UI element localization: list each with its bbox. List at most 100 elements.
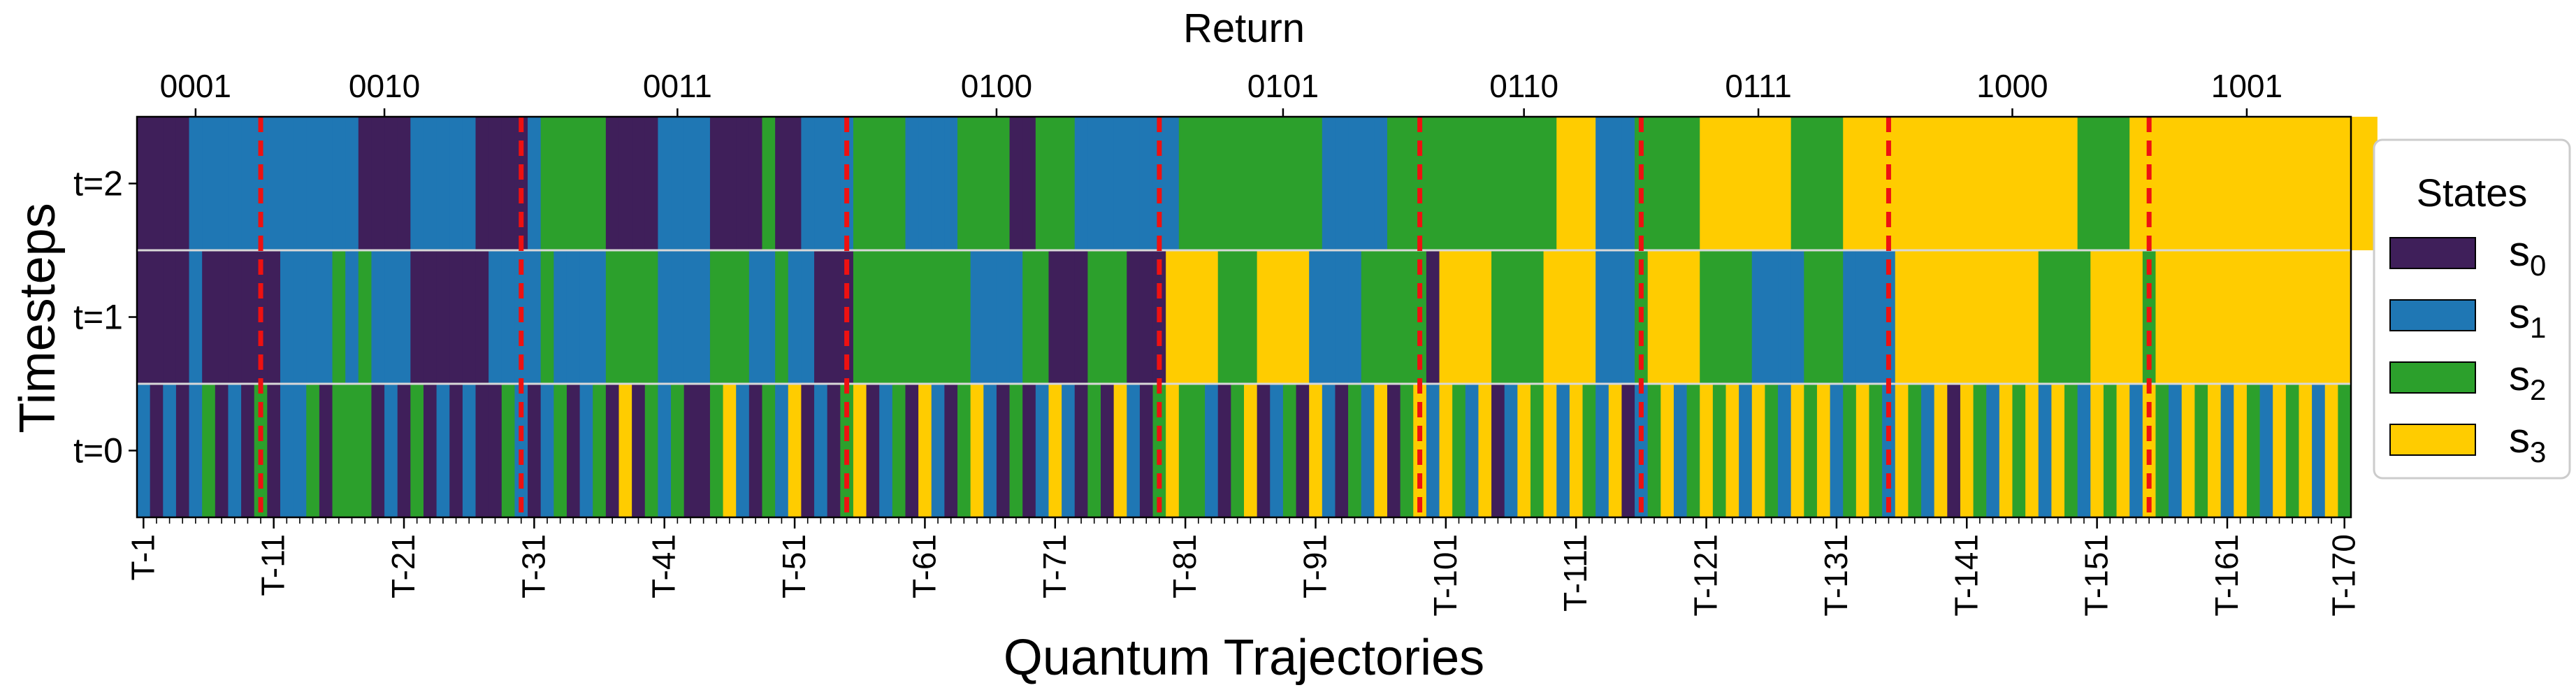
cell-t=0-T138 — [1921, 384, 1935, 517]
cell-t=0-T52 — [801, 384, 815, 517]
cell-t=2-T74 — [1087, 117, 1101, 250]
cell-t=0-T39 — [632, 384, 646, 517]
cell-t=2-T151 — [2090, 117, 2104, 250]
cell-t=0-T114 — [1608, 384, 1623, 517]
cell-t=2-T9 — [241, 117, 255, 250]
cell-t=2-T145 — [2012, 117, 2026, 250]
cell-t=0-T152 — [2103, 384, 2118, 517]
cell-t=1-T22 — [410, 250, 424, 384]
cell-t=2-T139 — [1934, 117, 1948, 250]
cell-t=2-T86 — [1244, 117, 1258, 250]
cell-t=1-T119 — [1673, 250, 1688, 384]
cell-t=0-T84 — [1217, 384, 1231, 517]
cell-t=1-T86 — [1244, 250, 1258, 384]
cell-t=2-T64 — [957, 117, 971, 250]
cell-t=1-T148 — [2051, 250, 2065, 384]
cell-t=1-T35 — [579, 250, 593, 384]
cell-t=2-T135 — [1882, 117, 1896, 250]
cell-t=0-T33 — [553, 384, 567, 517]
cell-t=1-T64 — [957, 250, 971, 384]
cell-t=2-T155 — [2142, 117, 2157, 250]
cell-t=1-T121 — [1700, 250, 1714, 384]
cell-t=2-T37 — [605, 117, 620, 250]
cell-t=1-T149 — [2064, 250, 2078, 384]
cell-t=1-T57 — [866, 250, 880, 384]
cell-t=2-T78 — [1139, 117, 1154, 250]
return-tick-label: 0010 — [349, 68, 420, 104]
cell-t=2-T89 — [1282, 117, 1297, 250]
cell-t=2-T131 — [1830, 117, 1844, 250]
cell-t=1-T92 — [1322, 250, 1336, 384]
legend-swatch-s2 — [2389, 361, 2476, 394]
cell-t=1-T45 — [709, 250, 724, 384]
cell-t=0-T60 — [905, 384, 919, 517]
cell-t=0-T118 — [1660, 384, 1674, 517]
cell-t=0-T97 — [1387, 384, 1401, 517]
cell-t=1-T26 — [462, 250, 477, 384]
cell-t=2-T7 — [215, 117, 229, 250]
cell-t=2-T71 — [1048, 117, 1062, 250]
cell-t=1-T124 — [1739, 250, 1753, 384]
cell-t=0-T32 — [540, 384, 554, 517]
cell-t=1-T153 — [2116, 250, 2130, 384]
cell-t=2-T55 — [840, 117, 854, 250]
cell-t=2-T53 — [814, 117, 828, 250]
cell-t=2-T3 — [163, 117, 177, 250]
cell-t=2-T65 — [970, 117, 984, 250]
cell-t=1-T51 — [788, 250, 802, 384]
cell-t=1-T77 — [1127, 250, 1141, 384]
x-tick-label: T-51 — [776, 534, 812, 598]
cell-t=0-T93 — [1335, 384, 1349, 517]
cell-t=2-T103 — [1465, 117, 1479, 250]
cell-t=1-T17 — [345, 250, 359, 384]
cell-t=2-T62 — [931, 117, 945, 250]
x-tick-label: T-170 — [2326, 534, 2362, 617]
cell-t=2-T79 — [1152, 117, 1166, 250]
cell-t=1-T110 — [1556, 250, 1570, 384]
cell-t=1-T47 — [736, 250, 750, 384]
cell-t=0-T161 — [2220, 384, 2234, 517]
x-tick-label: T-141 — [1948, 534, 1984, 617]
cell-t=1-T50 — [775, 250, 789, 384]
cell-t=1-T13 — [293, 250, 307, 384]
cell-t=1-T75 — [1101, 250, 1115, 384]
y-tick-label: t=1 — [73, 298, 123, 337]
row-separators — [137, 249, 2351, 385]
cell-t=0-T28 — [489, 384, 502, 517]
cell-t=0-T143 — [1986, 384, 2000, 517]
cell-t=1-T78 — [1139, 250, 1154, 384]
cell-t=0-T69 — [1022, 384, 1036, 517]
cell-t=0-T98 — [1400, 384, 1414, 517]
cell-t=0-T75 — [1101, 384, 1115, 517]
cell-t=1-T109 — [1543, 250, 1557, 384]
cell-t=2-T115 — [1621, 117, 1635, 250]
cell-t=2-T60 — [905, 117, 919, 250]
y-tick-label: t=0 — [73, 431, 123, 470]
cell-t=2-T127 — [1778, 117, 1792, 250]
cell-t=1-T24 — [436, 250, 450, 384]
cell-t=1-T72 — [1062, 250, 1076, 384]
cell-t=1-T112 — [1582, 250, 1596, 384]
cell-t=2-T24 — [436, 117, 450, 250]
cell-t=2-T15 — [319, 117, 333, 250]
heatmap-cells — [137, 117, 2378, 517]
cell-t=1-T62 — [931, 250, 945, 384]
cell-t=0-T12 — [280, 384, 294, 517]
return-tick-label: 0011 — [643, 68, 712, 104]
cell-t=1-T142 — [1973, 250, 1987, 384]
cell-t=2-T22 — [410, 117, 424, 250]
cell-t=2-T25 — [449, 117, 463, 250]
cell-t=2-T18 — [358, 117, 372, 250]
cell-t=2-T130 — [1816, 117, 1831, 250]
top-axis-title: Return — [1183, 6, 1305, 51]
cell-t=2-T108 — [1530, 117, 1544, 250]
cell-t=0-T78 — [1139, 384, 1154, 517]
cell-t=1-T52 — [801, 250, 815, 384]
cell-t=0-T140 — [1947, 384, 1961, 517]
cell-t=0-T9 — [241, 384, 255, 517]
cell-t=1-T41 — [658, 250, 672, 384]
cell-t=2-T77 — [1127, 117, 1141, 250]
cell-t=0-T54 — [827, 384, 841, 517]
cell-t=2-T165 — [2273, 117, 2287, 250]
cell-t=1-T32 — [540, 250, 554, 384]
